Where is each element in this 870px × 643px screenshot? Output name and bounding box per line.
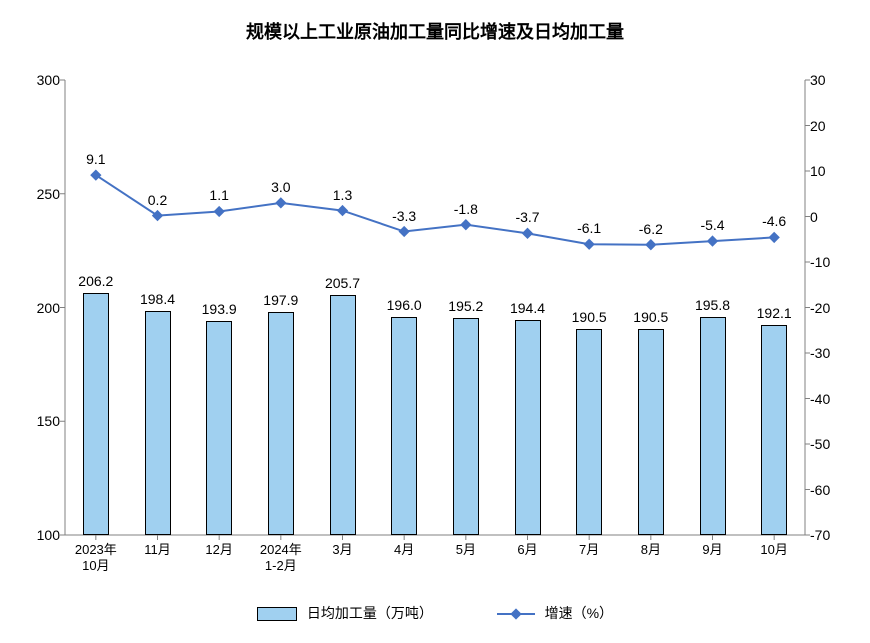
plot-area: 206.2 198.4 193.9 197.9 205.7 196.0 195.2 194.4… xyxy=(65,80,805,535)
y-left-tick: 200 xyxy=(20,300,60,316)
y-right-tick: 0 xyxy=(810,209,850,225)
x-axis-label: 4月 xyxy=(394,542,414,558)
bar-value-label: 190.5 xyxy=(633,309,668,325)
x-axis-label: 9月 xyxy=(702,542,722,558)
line-value-label: -6.2 xyxy=(639,221,663,237)
x-axis-label: 8月 xyxy=(641,542,661,558)
line-value-label: 9.1 xyxy=(86,151,105,167)
line-value-label: -5.4 xyxy=(700,217,724,233)
line-value-label: -3.3 xyxy=(392,208,416,224)
bar-value-label: 190.5 xyxy=(572,309,607,325)
legend-line-swatch xyxy=(497,613,535,615)
x-axis-label: 11月 xyxy=(144,542,171,558)
x-axis-label: 3月 xyxy=(332,542,352,558)
chart-title: 规模以上工业原油加工量同比增速及日均加工量 xyxy=(0,18,870,44)
legend-bar-swatch xyxy=(257,607,297,621)
line-value-label: 0.2 xyxy=(148,192,167,208)
y-right-tick: -40 xyxy=(810,391,850,407)
y-left-tick: 150 xyxy=(20,413,60,429)
y-left-tick: 300 xyxy=(20,72,60,88)
line-value-label: -6.1 xyxy=(577,220,601,236)
y-right-tick: -10 xyxy=(810,254,850,270)
y-right-tick: -30 xyxy=(810,345,850,361)
x-axis-label: 2023年 10月 xyxy=(75,542,117,573)
bar-value-label: 195.8 xyxy=(695,297,730,313)
y-left-tick: 250 xyxy=(20,186,60,202)
line-value-label: -4.6 xyxy=(762,213,786,229)
x-axis-label: 12月 xyxy=(205,542,232,558)
x-axis-label: 6月 xyxy=(517,542,537,558)
line-value-label: -3.7 xyxy=(515,209,539,225)
y-right-tick: -20 xyxy=(810,300,850,316)
y-right-tick: 20 xyxy=(810,118,850,134)
x-axis-label: 10月 xyxy=(760,542,787,558)
y-right-tick: -60 xyxy=(810,482,850,498)
line-value-label: -1.8 xyxy=(454,201,478,217)
bar-value-label: 194.4 xyxy=(510,300,545,316)
bar-value-label: 192.1 xyxy=(757,305,792,321)
legend-line-label: 增速（%） xyxy=(545,605,613,621)
y-left-tick: 100 xyxy=(20,527,60,543)
x-axis-label: 7月 xyxy=(579,542,599,558)
bar-value-label: 197.9 xyxy=(263,292,298,308)
y-right-tick: -50 xyxy=(810,436,850,452)
y-right-tick: 30 xyxy=(810,72,850,88)
bar-value-label: 195.2 xyxy=(448,298,483,314)
line-value-label: 3.0 xyxy=(271,179,290,195)
bar-value-label: 205.7 xyxy=(325,275,360,291)
y-axis-left: 100150200250300 xyxy=(20,80,60,535)
line-value-label: 1.1 xyxy=(209,187,228,203)
bar-value-label: 193.9 xyxy=(202,301,237,317)
line-value-label: 1.3 xyxy=(333,187,352,203)
bar-value-label: 198.4 xyxy=(140,291,175,307)
y-axis-right: -70-60-50-40-30-20-100102030 xyxy=(810,80,850,535)
x-axis-label: 5月 xyxy=(456,542,476,558)
legend-bar-label: 日均加工量（万吨） xyxy=(307,605,433,621)
x-axis-labels: 2023年 10月 11月 12月 2024年 1-2月 3月 4月 5月 6月 7月 8月 9月 1… xyxy=(65,540,805,580)
bar-value-label: 206.2 xyxy=(78,273,113,289)
legend: 日均加工量（万吨） 增速（%） xyxy=(0,603,870,623)
legend-item-line: 增速（%） xyxy=(497,603,613,623)
legend-line-marker xyxy=(510,609,521,620)
x-axis-label: 2024年 1-2月 xyxy=(260,542,302,573)
chart-container: 规模以上工业原油加工量同比增速及日均加工量 100150200250300 -7… xyxy=(0,0,870,643)
bar-value-label: 196.0 xyxy=(387,297,422,313)
y-right-tick: 10 xyxy=(810,163,850,179)
y-right-tick: -70 xyxy=(810,527,850,543)
legend-item-bar: 日均加工量（万吨） xyxy=(257,603,433,623)
